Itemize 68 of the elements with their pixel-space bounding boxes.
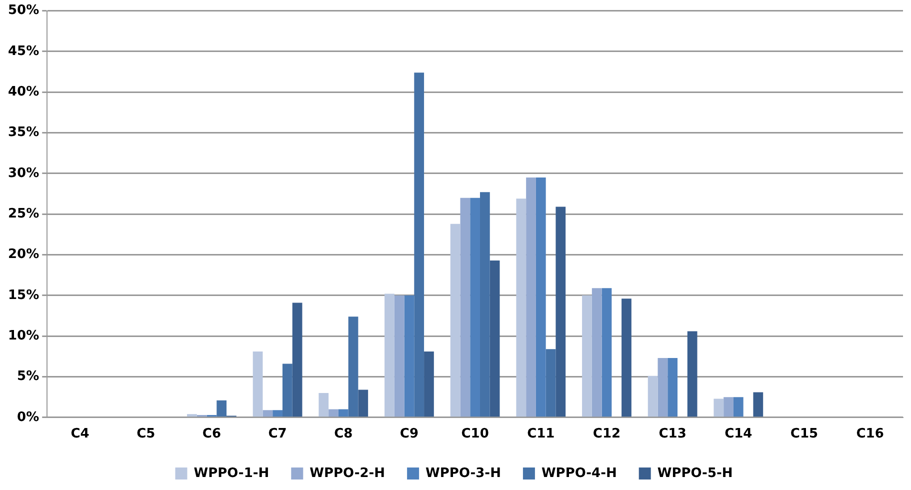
y-tick-label: 50% (8, 3, 40, 18)
x-tick-label: C13 (658, 426, 686, 442)
bar (582, 295, 592, 417)
bar (724, 397, 734, 417)
bar (658, 358, 668, 417)
legend-label: WPPO-1-H (194, 466, 270, 481)
bar (602, 288, 612, 417)
bar (526, 178, 536, 417)
bar (272, 410, 282, 417)
legend-label: WPPO-4-H (541, 466, 617, 481)
bar (424, 352, 434, 417)
y-tick-label: 45% (8, 44, 40, 59)
bar (460, 198, 470, 417)
x-tick-label: C4 (70, 426, 90, 442)
bar (252, 352, 263, 417)
bar (394, 295, 404, 417)
y-tick-label: 15% (8, 288, 40, 303)
bar (490, 260, 500, 417)
bar (546, 349, 556, 417)
bar (622, 298, 632, 417)
y-tick-label: 20% (8, 247, 40, 262)
x-tick-label: C11 (527, 426, 555, 442)
x-tick-label: C7 (268, 426, 287, 442)
bar (328, 409, 338, 417)
y-tick-label: 10% (8, 328, 40, 344)
bar (470, 198, 480, 417)
x-tick-label: C10 (461, 426, 489, 442)
bar (358, 390, 368, 417)
y-tick-label: 0% (17, 410, 40, 425)
bar (480, 192, 490, 417)
bar (187, 414, 197, 417)
x-tick-label: C9 (400, 426, 419, 442)
bar (714, 398, 724, 417)
legend-label: WPPO-2-H (310, 466, 386, 481)
legend-label: WPPO-5-H (657, 466, 733, 481)
x-tick-label: C12 (592, 426, 621, 442)
bar (753, 392, 764, 417)
bar (318, 393, 329, 417)
bar (556, 206, 566, 417)
bar (536, 178, 546, 417)
x-tick-label: C5 (136, 426, 156, 442)
bar (687, 331, 698, 417)
x-tick-label: C15 (790, 426, 818, 442)
bar (733, 397, 744, 417)
x-tick-label: C8 (334, 426, 353, 442)
bar (668, 358, 678, 417)
bar (292, 302, 302, 417)
bar (262, 410, 273, 417)
bar (404, 295, 414, 417)
x-tick-label: C6 (202, 426, 222, 442)
bar (648, 376, 658, 417)
bar (414, 72, 424, 417)
y-tick-label: 40% (8, 84, 40, 100)
x-tick-label: C14 (724, 426, 752, 442)
legend-label: WPPO-3-H (426, 466, 501, 481)
bar (216, 400, 227, 417)
y-tick-label: 30% (8, 166, 40, 181)
bar (282, 364, 292, 417)
bar (338, 409, 348, 417)
y-tick-label: 5% (17, 369, 40, 384)
bar (348, 316, 358, 417)
bar (516, 198, 526, 417)
y-tick-label: 25% (8, 206, 40, 222)
bar (592, 288, 602, 417)
y-tick-label: 35% (8, 125, 40, 140)
bar (450, 224, 460, 417)
bar (384, 294, 394, 417)
x-tick-label: C16 (856, 426, 884, 442)
